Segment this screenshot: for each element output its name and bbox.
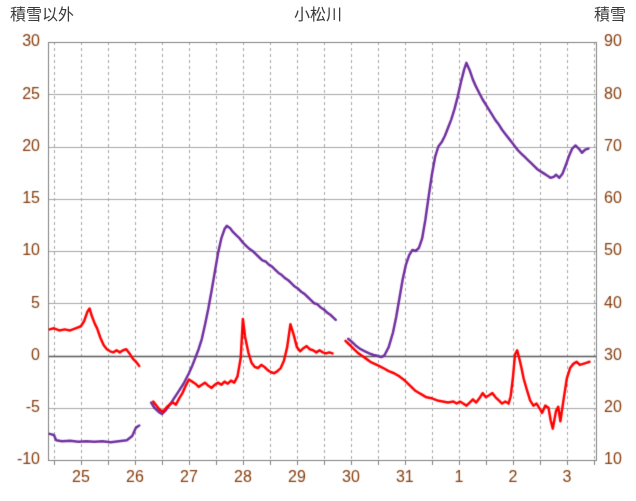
chart-title: 小松川 [293, 7, 342, 24]
left-axis-title: 積雪以外 [10, 7, 75, 24]
chart-header: 積雪以外 小松川 積雪 [0, 6, 636, 26]
right-axis-title: 積雪 [593, 7, 626, 24]
